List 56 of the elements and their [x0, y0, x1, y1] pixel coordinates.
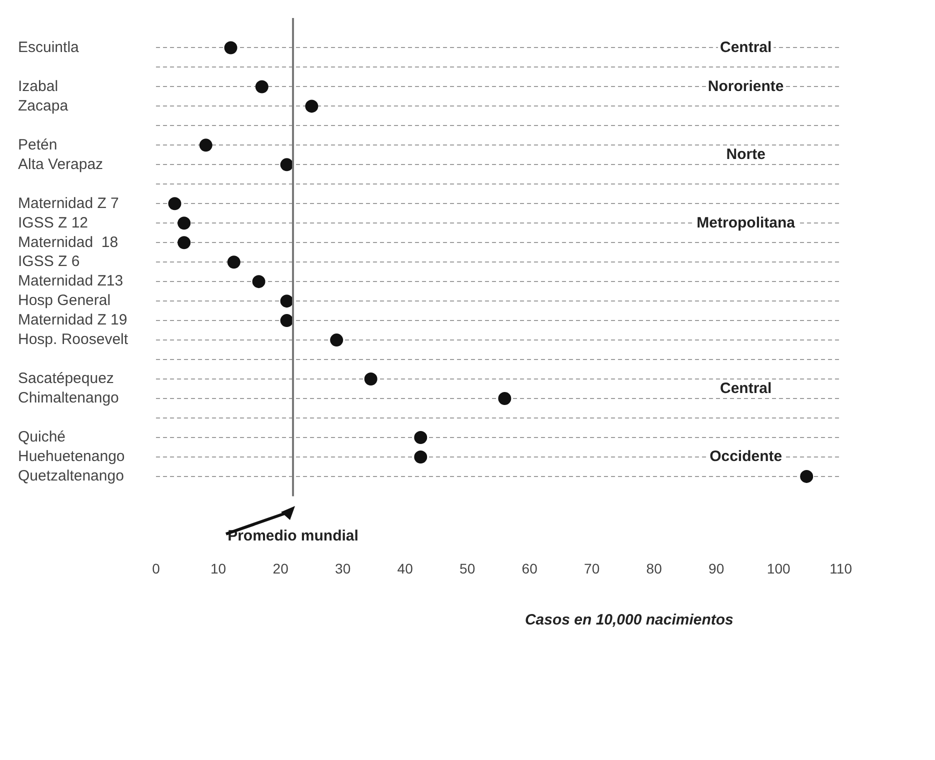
point [199, 138, 212, 152]
point [280, 294, 294, 308]
y-tick-label: Escuintla [18, 38, 80, 56]
point [414, 450, 428, 464]
x-tick-label: 30 [335, 560, 351, 576]
y-tick-label: Alta Verapaz [18, 156, 104, 173]
y-tick-label: Izabal [18, 78, 58, 95]
x-tick-label: 0 [152, 560, 160, 576]
y-tick-label: Petén [18, 136, 58, 154]
x-tick-label: 70 [584, 560, 600, 576]
y-tick-label: Sacatépequez [18, 370, 114, 388]
point [224, 41, 238, 54]
point [280, 158, 294, 172]
y-tick-label: Zacapa [18, 97, 69, 114]
point [255, 80, 268, 94]
y-tick-label: Maternidad Z 19 [18, 312, 128, 329]
point [414, 430, 428, 444]
x-tick-label: 40 [397, 560, 414, 576]
point [280, 314, 294, 328]
y-tick-label: Hosp General [18, 292, 111, 310]
x-tick-label: 60 [522, 560, 538, 576]
y-tick-label: Quiché [18, 428, 66, 446]
x-tick-label: 10 [210, 560, 226, 576]
y-tick-label: Maternidad Z13 [18, 272, 124, 290]
point [330, 334, 344, 347]
x-tick-label: 100 [766, 560, 790, 576]
annotation: Norte [726, 146, 766, 164]
point [364, 372, 378, 386]
annotation: Central [720, 38, 772, 56]
point [252, 275, 266, 288]
y-tick-label: Maternidad 18 [18, 234, 118, 251]
x-tick-label: 80 [646, 560, 662, 576]
y-tick-label: Hosp. Roosevelt [18, 331, 129, 348]
y-tick-label: IGSS Z 12 [18, 214, 88, 232]
annotation: Nororiente [708, 78, 784, 95]
x-tick-label: 90 [708, 560, 724, 576]
point [227, 256, 240, 269]
y-tick-label: Chimaltenango [18, 390, 119, 407]
point [305, 100, 318, 113]
y-tick-label: IGSS Z 6 [18, 253, 80, 270]
x-tick-label: 50 [460, 560, 476, 576]
ref-line-label: Promedio mundial [228, 527, 358, 544]
y-tick-label: Maternidad Z 7 [18, 194, 119, 212]
annotation: Occidente [710, 448, 782, 466]
x-tick-label: 110 [830, 560, 852, 576]
point [800, 470, 814, 483]
point [168, 197, 182, 210]
y-tick-label: Huehuetenango [18, 448, 125, 466]
x-axis-title: Casos en 10,000 nacimientos [524, 611, 734, 628]
point [498, 392, 512, 406]
point [178, 236, 191, 250]
y-tick-label: Quetzaltenango [18, 468, 124, 485]
x-tick-label: 20 [272, 560, 289, 576]
annotation: Central [720, 380, 772, 397]
point [178, 216, 191, 230]
annotation: Metropolitana [696, 214, 796, 232]
